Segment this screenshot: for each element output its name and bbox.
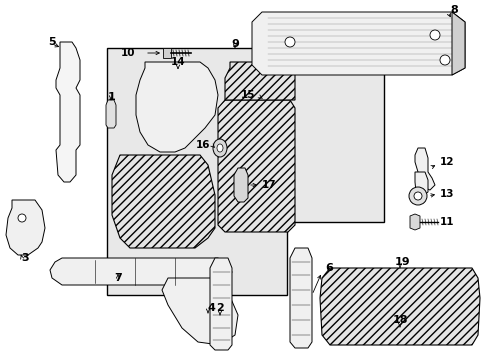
- Circle shape: [285, 37, 294, 47]
- Polygon shape: [414, 172, 427, 196]
- Circle shape: [439, 55, 449, 65]
- Polygon shape: [224, 62, 294, 100]
- Polygon shape: [234, 168, 247, 202]
- Circle shape: [413, 192, 421, 200]
- Text: 4: 4: [207, 303, 215, 313]
- Text: 1: 1: [108, 92, 116, 102]
- Polygon shape: [319, 268, 479, 345]
- Text: 17: 17: [262, 180, 276, 190]
- Polygon shape: [6, 200, 45, 255]
- Text: 18: 18: [391, 315, 407, 325]
- Polygon shape: [163, 48, 171, 58]
- Text: 3: 3: [21, 253, 29, 263]
- Polygon shape: [414, 148, 434, 190]
- Polygon shape: [451, 12, 464, 75]
- Text: 5: 5: [48, 37, 56, 47]
- Text: 13: 13: [439, 189, 453, 199]
- Polygon shape: [50, 258, 231, 285]
- Text: 9: 9: [231, 39, 239, 49]
- Text: 6: 6: [325, 263, 332, 273]
- Polygon shape: [112, 155, 215, 248]
- Text: 7: 7: [114, 273, 122, 283]
- Text: 15: 15: [240, 90, 254, 100]
- Text: 16: 16: [195, 140, 209, 150]
- Polygon shape: [136, 62, 218, 152]
- Polygon shape: [209, 258, 231, 350]
- Text: 10: 10: [121, 48, 135, 58]
- Circle shape: [429, 30, 439, 40]
- Text: 11: 11: [439, 217, 453, 227]
- Circle shape: [408, 187, 426, 205]
- Text: 14: 14: [170, 57, 185, 67]
- Polygon shape: [107, 48, 383, 295]
- Polygon shape: [106, 100, 116, 128]
- Text: 8: 8: [449, 5, 457, 15]
- Polygon shape: [289, 248, 311, 348]
- Polygon shape: [409, 214, 419, 230]
- Polygon shape: [218, 100, 294, 232]
- Text: 2: 2: [216, 303, 224, 313]
- Ellipse shape: [213, 139, 226, 157]
- Text: 19: 19: [394, 257, 410, 267]
- Ellipse shape: [217, 144, 223, 152]
- Polygon shape: [56, 42, 80, 182]
- Circle shape: [18, 214, 26, 222]
- Polygon shape: [251, 12, 464, 75]
- Text: 12: 12: [439, 157, 453, 167]
- Polygon shape: [162, 278, 238, 345]
